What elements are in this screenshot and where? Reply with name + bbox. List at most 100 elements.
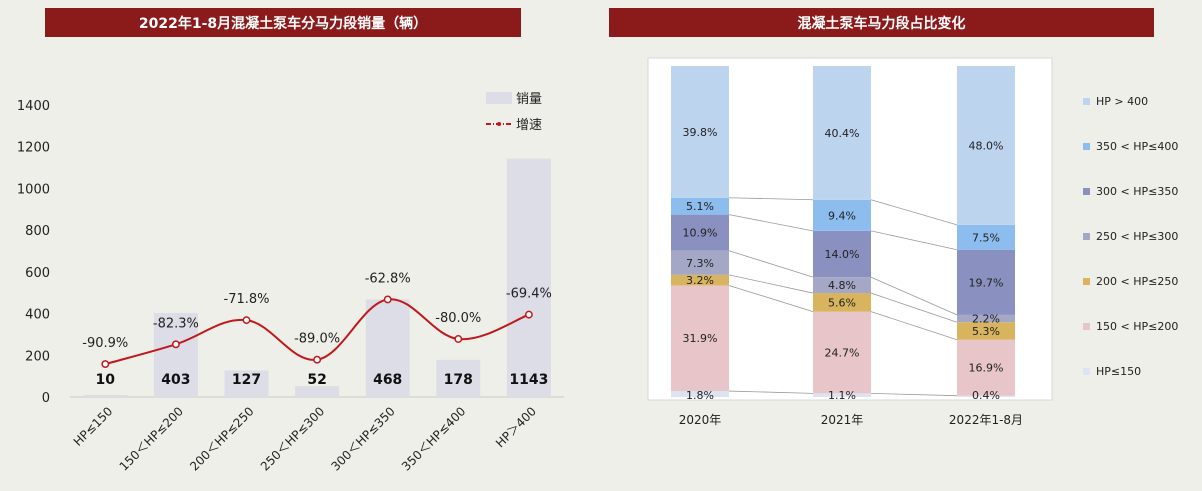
segment-5-2 — [957, 224, 1015, 250]
legend-label: 200 < HP≤250 — [1096, 275, 1178, 288]
segment-4-1 — [813, 230, 871, 278]
x-tick-label: 250＜HP≤300 — [258, 404, 327, 473]
connector-line — [728, 274, 814, 294]
segment-label: 14.0% — [825, 248, 860, 261]
segment-label: 5.6% — [828, 296, 856, 309]
growth-point-4 — [383, 295, 392, 304]
segment-label: 7.5% — [972, 231, 1000, 244]
legend-swatch — [1083, 188, 1090, 195]
y-tick-label: 600 — [25, 266, 50, 281]
growth-label: -82.3% — [153, 316, 199, 331]
x-tick-label: 200＜HP≤250 — [187, 404, 256, 473]
y-tick-label: 800 — [25, 224, 50, 239]
bar-5 — [436, 359, 481, 397]
growth-point-2 — [242, 316, 251, 325]
connector-line — [870, 276, 958, 316]
segment-2-0 — [671, 274, 729, 286]
bar-1 — [153, 312, 198, 397]
legend-label: 增速 — [516, 118, 542, 133]
segment-label: 1.8% — [686, 389, 714, 402]
x-tick-label: 2022年1-8月 — [949, 413, 1023, 427]
connector-line — [728, 214, 814, 232]
segment-label: 9.4% — [828, 209, 856, 222]
connector-line — [728, 197, 814, 201]
growth-point-1 — [171, 340, 180, 349]
segment-1-0 — [671, 285, 729, 392]
segment-0-1 — [813, 393, 871, 397]
y-tick-label: 0 — [42, 391, 50, 406]
legend-label: 销量 — [516, 92, 542, 107]
segment-6-1 — [813, 66, 871, 200]
segment-label: 24.7% — [825, 346, 860, 359]
legend-label: 150 < HP≤200 — [1096, 320, 1178, 333]
x-tick-label: 2021年 — [821, 413, 864, 427]
connector-line — [728, 285, 814, 312]
segment-0-0 — [671, 391, 729, 397]
segment-2-2 — [957, 322, 1015, 340]
x-tick-label: 150＜HP≤200 — [117, 404, 186, 473]
segment-label: 31.9% — [683, 332, 718, 345]
legend-swatch-marker — [497, 122, 501, 126]
segment-label: 7.3% — [686, 257, 714, 270]
y-tick-label: 1200 — [17, 141, 50, 156]
x-tick-label: 300＜HP≤350 — [328, 404, 397, 473]
segment-label: 5.3% — [972, 325, 1000, 338]
legend-label: HP > 400 — [1096, 95, 1148, 108]
segment-5-1 — [813, 199, 871, 231]
growth-point-3 — [313, 355, 322, 364]
segment-0-2 — [957, 395, 1015, 397]
segment-label: 40.4% — [825, 127, 860, 140]
legend-swatch — [1083, 278, 1090, 285]
bar-4 — [365, 299, 410, 397]
segment-label: 4.8% — [828, 279, 856, 292]
bar-value-label: 1143 — [509, 372, 548, 388]
bar-value-label: 52 — [307, 372, 326, 388]
bar-6 — [506, 158, 551, 397]
connector-line — [870, 199, 958, 226]
left-chart-title: 2022年1-8月混凝土泵车分马力段销量（辆） — [45, 8, 521, 37]
growth-label: -89.0% — [294, 332, 340, 347]
bar-value-label: 403 — [161, 372, 190, 388]
bar-3 — [295, 386, 340, 397]
segment-3-1 — [813, 277, 871, 294]
bar-2 — [224, 370, 269, 397]
legend-label: 300 < HP≤350 — [1096, 185, 1178, 198]
segment-label: 10.9% — [683, 227, 718, 240]
segment-label: 39.8% — [683, 126, 718, 139]
segment-label: 16.9% — [969, 362, 1004, 375]
segment-label: 0.4% — [972, 389, 1000, 402]
segment-3-0 — [671, 250, 729, 275]
x-tick-label: HP＞400 — [493, 404, 539, 450]
y-tick-label: 400 — [25, 308, 50, 323]
growth-label: -62.8% — [365, 271, 411, 286]
legend-swatch-bar — [486, 92, 512, 104]
segment-6-2 — [957, 66, 1015, 225]
segment-label: 5.1% — [686, 200, 714, 213]
legend-swatch — [1083, 233, 1090, 240]
growth-label: -71.8% — [224, 292, 270, 307]
connector-line — [728, 250, 814, 278]
connector-line — [870, 230, 958, 251]
y-tick-label: 200 — [25, 349, 50, 364]
segment-4-0 — [671, 214, 729, 251]
growth-label: -80.0% — [435, 311, 481, 326]
connector-line — [870, 392, 958, 397]
connector-line — [870, 292, 958, 323]
segment-1-1 — [813, 311, 871, 394]
legend-swatch — [1083, 323, 1090, 330]
segment-label: 48.0% — [969, 139, 1004, 152]
growth-point-5 — [454, 335, 463, 343]
x-tick-label: 350＜HP≤400 — [399, 404, 468, 473]
legend-swatch — [1083, 368, 1090, 375]
connector-line — [870, 311, 958, 341]
growth-point-0 — [101, 360, 110, 369]
growth-label: -69.4% — [506, 287, 552, 302]
y-tick-label: 1000 — [17, 182, 50, 197]
segment-1-2 — [957, 339, 1015, 396]
segment-label: 2.2% — [972, 313, 1000, 326]
segment-label: 1.1% — [828, 389, 856, 402]
legend-label: 350 < HP≤400 — [1096, 140, 1178, 153]
growth-point-6 — [524, 310, 533, 319]
segment-3-2 — [957, 314, 1015, 323]
